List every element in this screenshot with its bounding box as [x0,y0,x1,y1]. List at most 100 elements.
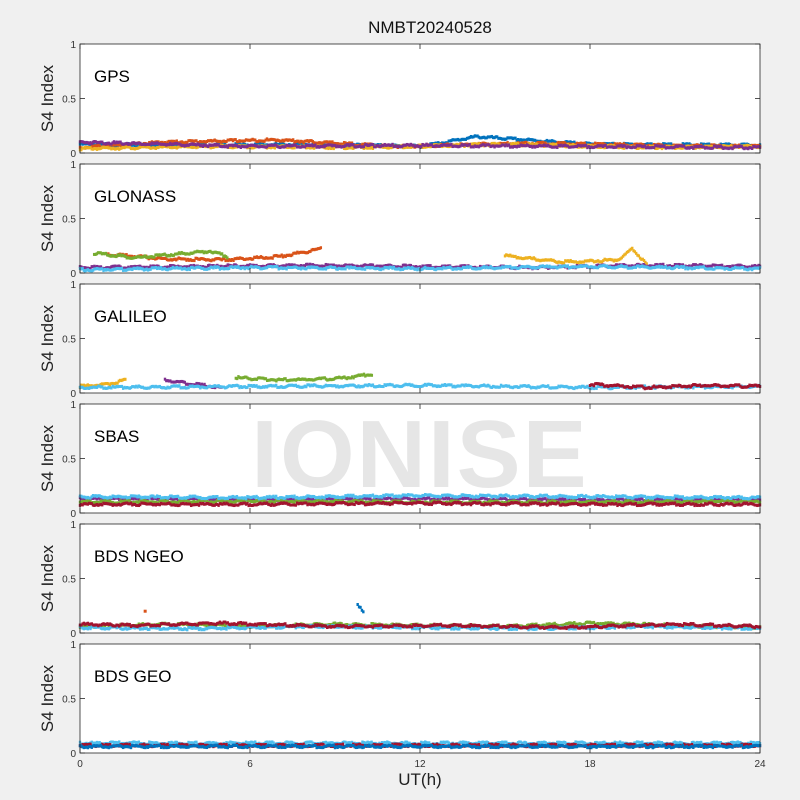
data-point [352,383,355,387]
data-point [191,384,194,388]
data-point [329,263,333,267]
data-point [160,256,163,260]
data-point [311,139,314,143]
data-point [427,266,431,270]
data-point [510,136,513,140]
data-point [557,260,560,264]
data-point [231,264,235,268]
data-point [269,263,273,267]
data-point [605,145,609,149]
data-point [251,384,254,388]
data-point [237,140,240,144]
data-point [220,140,223,144]
data-point [588,143,592,147]
data-point [196,382,200,386]
data-point [747,268,750,272]
data-point [616,385,619,389]
data-point [320,141,324,145]
data-point [141,385,144,389]
data-point [570,260,574,264]
data-point [215,257,218,261]
data-point [324,377,328,381]
data-point [102,382,105,386]
data-point [643,265,647,269]
data-point [347,376,350,380]
data-point [151,255,155,259]
data-point [153,385,156,389]
data-point [433,384,436,388]
data-point [216,145,219,149]
data-point [150,255,153,259]
data-point [201,144,205,148]
data-point [252,138,256,142]
data-point [312,146,316,150]
data-point [112,382,115,386]
data-point [94,385,97,389]
data-point [562,261,566,265]
data-point [307,377,311,381]
data-point [589,258,592,262]
data-point [353,384,356,388]
data-point [630,266,634,270]
data-point [511,254,515,258]
data-point [607,142,610,146]
data-point [518,144,521,148]
data-point [568,260,571,264]
data-point [230,138,233,142]
data-point [150,266,154,270]
data-point [405,383,409,387]
y-tick-label: 0.5 [62,215,76,226]
data-point [216,143,219,147]
data-point [175,379,179,383]
data-point [412,265,415,269]
data-point [324,146,328,150]
data-point [93,139,96,143]
data-point [293,378,296,382]
data-point [165,386,168,390]
data-point [444,266,448,270]
data-point [604,143,607,147]
data-point [395,267,398,271]
data-point [510,266,513,270]
data-point [310,248,313,252]
data-point [439,384,443,388]
data-point [582,144,585,148]
data-point [159,385,163,389]
data-point [106,146,109,150]
data-point [339,385,342,389]
data-point [454,267,457,271]
data-point [632,249,635,253]
data-point [156,256,160,260]
data-point [454,138,457,142]
data-point [261,142,265,146]
data-point [124,268,127,272]
data-point [599,146,602,150]
data-point [157,146,160,150]
data-point [562,143,566,147]
data-point [493,145,496,149]
data-point [403,143,406,147]
data-point [120,144,124,148]
data-point [181,251,185,255]
data-point [628,264,631,268]
data-point [441,267,444,271]
data-point [180,265,184,269]
data-point [265,266,269,270]
data-point [111,268,114,272]
data-point [675,263,678,267]
data-point [167,253,170,257]
data-point [588,265,592,269]
data-point [526,143,529,147]
data-point [153,264,156,268]
data-point [132,143,135,147]
data-point [83,384,87,388]
data-point [98,384,101,388]
data-point [261,266,265,270]
data-point [417,145,420,149]
data-point [672,384,675,388]
data-point [200,266,203,270]
data-point [204,140,207,144]
data-point [183,144,186,148]
data-point [138,385,142,389]
data-point [155,267,159,271]
